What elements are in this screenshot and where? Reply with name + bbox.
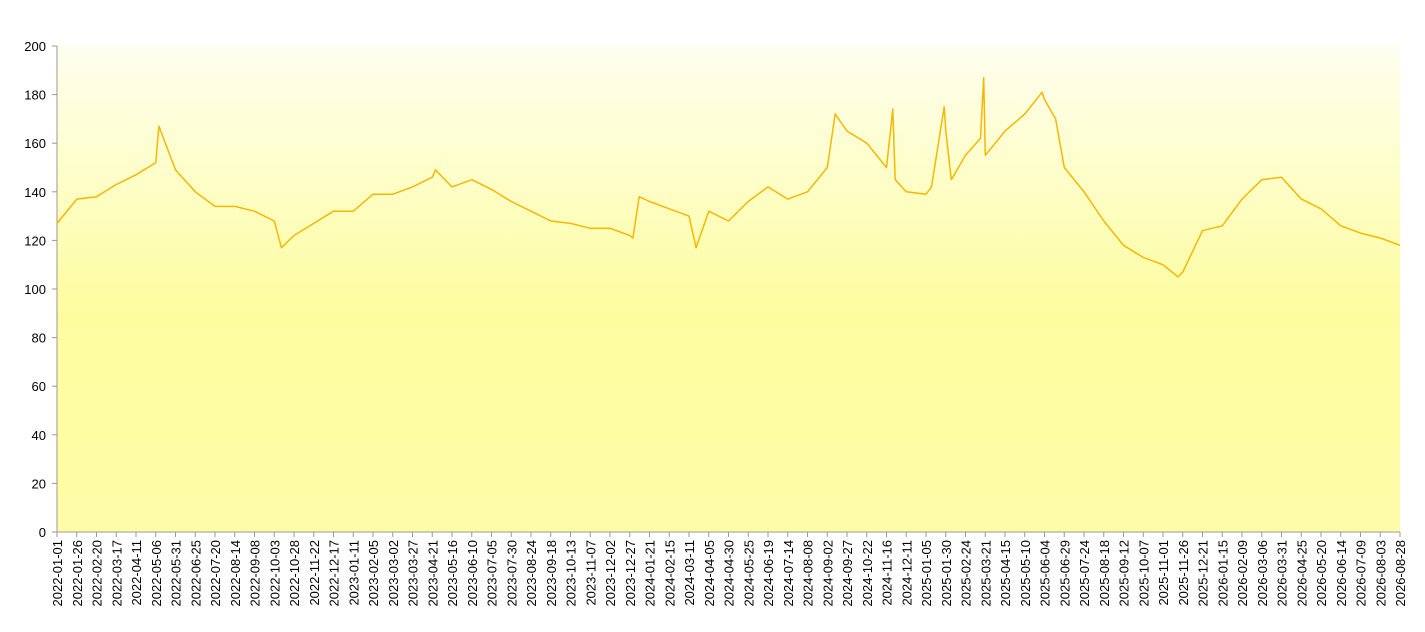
x-tick-label: 2022-01-01: [50, 540, 65, 607]
x-tick-label: 2024-03-11: [682, 540, 697, 606]
x-tick-label: 2025-09-12: [1117, 540, 1132, 607]
x-tick-label: 2023-10-13: [564, 540, 579, 607]
y-tick-label: 120: [24, 233, 46, 248]
x-tick-label: 2024-02-15: [662, 540, 677, 607]
x-tick-label: 2022-11-22: [307, 540, 322, 606]
y-tick-label: 20: [32, 476, 46, 491]
x-tick-label: 2026-04-25: [1294, 540, 1309, 607]
x-tick-label: 2022-08-14: [228, 540, 243, 607]
y-tick-label: 40: [32, 428, 46, 443]
x-tick-label: 2023-01-11: [346, 540, 361, 606]
y-tick-label: 180: [24, 88, 46, 103]
x-tick-label: 2023-04-21: [425, 540, 440, 607]
x-tick-label: 2025-05-10: [1018, 540, 1033, 607]
x-tick-label: 2026-03-06: [1255, 540, 1270, 607]
x-tick-label: 2026-02-09: [1235, 540, 1250, 607]
x-tick-label: 2026-03-31: [1275, 540, 1290, 607]
x-tick-label: 2026-08-03: [1373, 540, 1388, 607]
x-tick-label: 2023-09-18: [544, 540, 559, 607]
x-tick-label: 2023-02-05: [366, 540, 381, 607]
x-tick-label: 2025-06-29: [1057, 540, 1072, 607]
x-tick-label: 2025-02-24: [959, 540, 974, 607]
x-tick-label: 2025-11-01: [1156, 540, 1171, 606]
x-tick-label: 2025-01-30: [939, 540, 954, 607]
x-tick-label: 2022-01-26: [70, 540, 85, 607]
x-tick-label: 2025-12-21: [1196, 540, 1211, 607]
x-tick-label: 2023-05-16: [445, 540, 460, 607]
x-tick-label: 2022-10-03: [267, 540, 282, 607]
x-tick-label: 2022-07-20: [208, 540, 223, 607]
x-tick-label: 2022-10-28: [287, 540, 302, 607]
x-tick-label: 2024-09-27: [840, 540, 855, 607]
x-tick-label: 2022-09-08: [248, 540, 263, 607]
x-tick-label: 2025-01-05: [919, 540, 934, 607]
x-tick-label: 2024-09-02: [820, 540, 835, 607]
y-tick-label: 160: [24, 136, 46, 151]
x-tick-label: 2024-04-05: [702, 540, 717, 607]
x-tick-label: 2025-07-24: [1077, 540, 1092, 607]
x-tick-label: 2026-06-14: [1334, 540, 1349, 607]
x-tick-label: 2024-11-16: [880, 540, 895, 606]
y-tick-label: 80: [32, 331, 46, 346]
y-tick-label: 100: [24, 282, 46, 297]
x-tick-label: 2023-06-10: [465, 540, 480, 607]
x-tick-label: 2023-12-02: [603, 540, 618, 607]
x-tick-label: 2025-04-15: [998, 540, 1013, 607]
x-tick-label: 2022-12-17: [327, 540, 342, 607]
x-tick-label: 2024-06-19: [761, 540, 776, 607]
x-tick-label: 2022-05-06: [149, 540, 164, 607]
x-tick-label: 2024-07-14: [781, 540, 796, 607]
x-tick-label: 2024-10-22: [860, 540, 875, 607]
x-tick-label: 2022-05-31: [169, 540, 184, 607]
x-tick-label: 2026-08-28: [1393, 540, 1408, 607]
x-tick-label: 2024-04-30: [722, 540, 737, 607]
x-tick-label: 2022-03-17: [109, 540, 124, 607]
x-tick-label: 2025-03-21: [978, 540, 993, 607]
x-tick-label: 2024-01-21: [643, 540, 658, 607]
x-tick-label: 2023-12-27: [623, 540, 638, 607]
x-tick-label: 2026-05-20: [1314, 540, 1329, 607]
y-tick-label: 140: [24, 185, 46, 200]
x-tick-label: 2025-11-26: [1176, 540, 1191, 606]
y-tick-label: 0: [39, 525, 46, 540]
x-tick-label: 2022-06-25: [188, 540, 203, 607]
x-tick-label: 2023-03-02: [386, 540, 401, 607]
x-tick-label: 2023-03-27: [406, 540, 421, 607]
x-tick-label: 2023-07-05: [485, 540, 500, 607]
y-tick-label: 200: [24, 39, 46, 54]
x-tick-label: 2024-08-08: [801, 540, 816, 607]
x-tick-label: 2024-12-11: [899, 540, 914, 606]
x-tick-label: 2025-10-07: [1136, 540, 1151, 607]
x-tick-label: 2026-01-15: [1215, 540, 1230, 607]
x-tick-label: 2023-11-07: [583, 540, 598, 606]
x-tick-label: 2026-07-09: [1354, 540, 1369, 607]
x-tick-label: 2025-08-18: [1097, 540, 1112, 607]
x-tick-label: 2023-08-24: [524, 540, 539, 607]
x-tick-label: 2024-05-25: [741, 540, 756, 607]
x-tick-label: 2022-04-11: [129, 540, 144, 606]
x-tick-label: 2023-07-30: [504, 540, 519, 607]
x-tick-label: 2022-02-20: [90, 540, 105, 607]
y-tick-label: 60: [32, 379, 46, 394]
data-line: [56, 76, 1401, 278]
x-tick-label: 2025-06-04: [1038, 540, 1053, 607]
plot-area: [57, 46, 1400, 532]
